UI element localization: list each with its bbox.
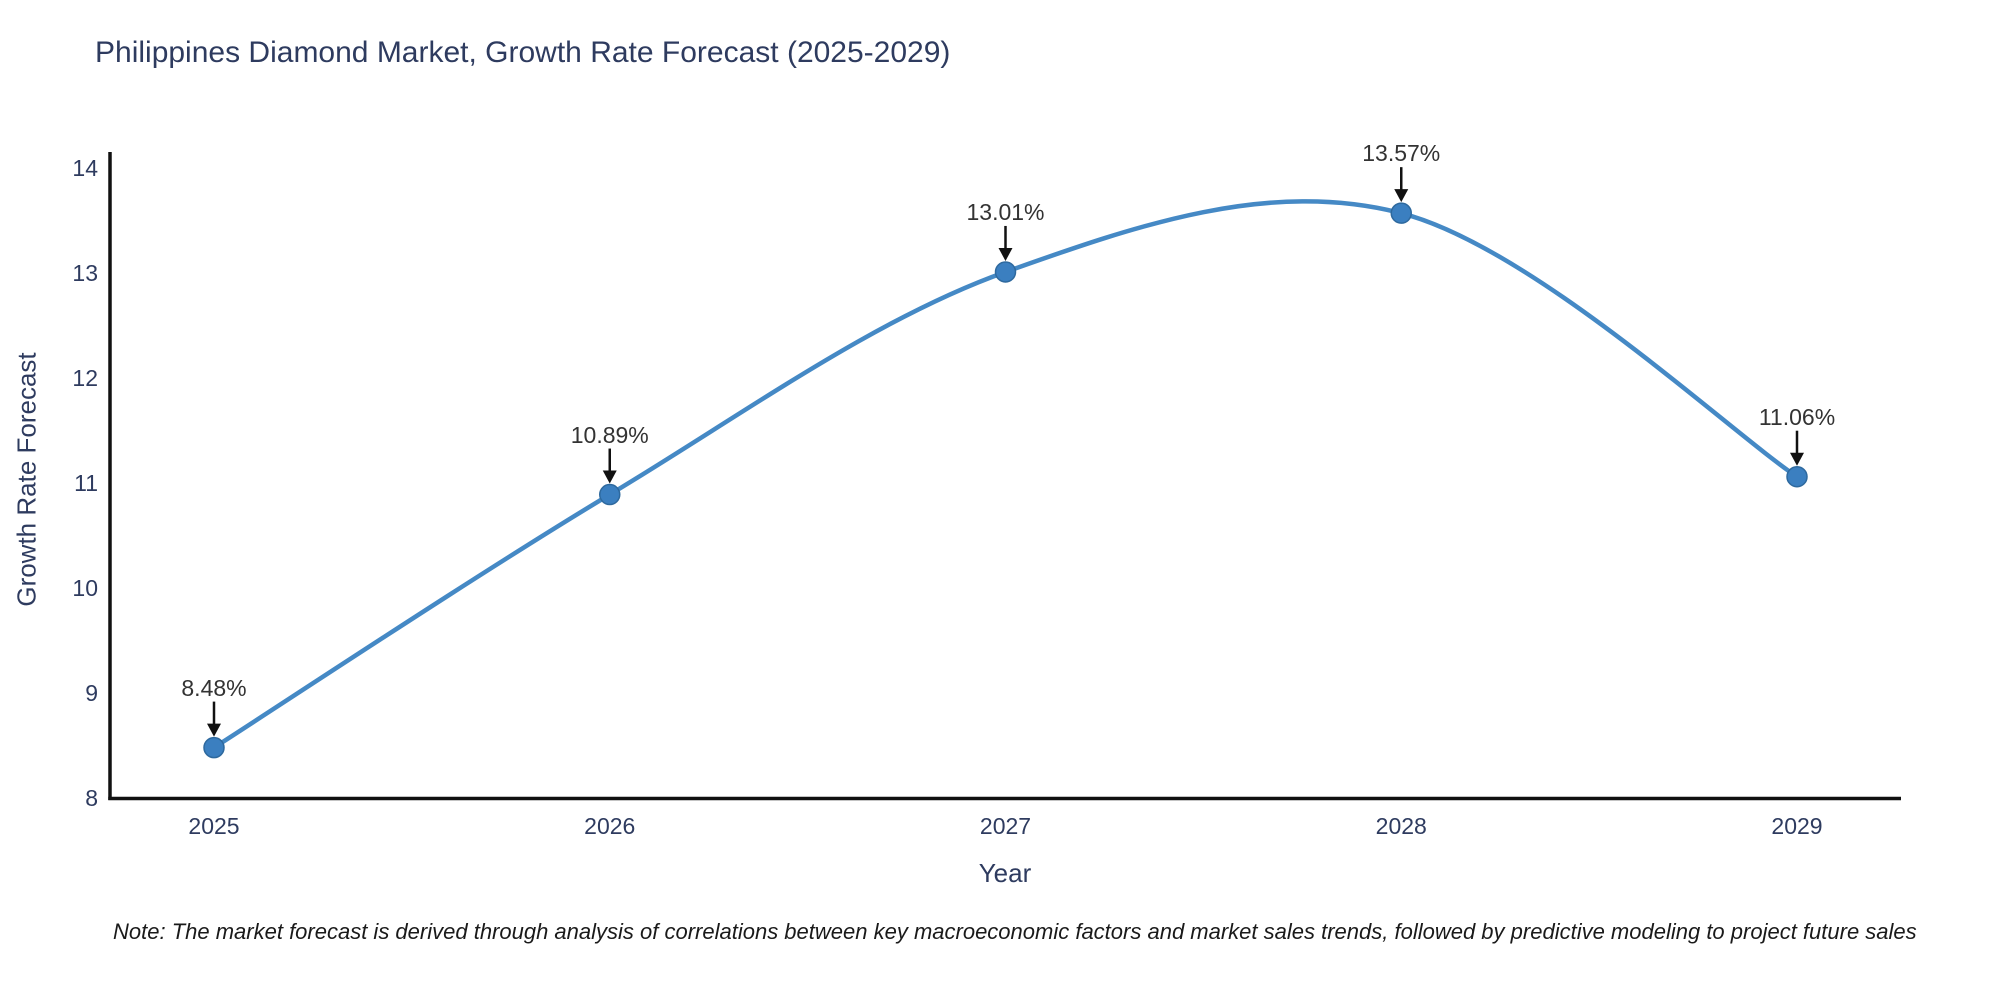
data-point-marker[interactable] [203, 736, 225, 759]
x-tick-label: 2028 [1375, 813, 1427, 839]
y-tick-label: 14 [72, 155, 98, 181]
chart-title: Philippines Diamond Market, Growth Rate … [95, 36, 951, 69]
y-tick-label: 8 [85, 785, 98, 811]
data-label: 8.48% [181, 674, 247, 701]
y-tick-label: 11 [74, 470, 98, 496]
x-tick-label: 2026 [584, 813, 636, 839]
x-tick-label: 2029 [1771, 813, 1823, 839]
data-point-marker[interactable] [1786, 465, 1808, 488]
y-tick-label: 10 [72, 575, 98, 601]
data-label: 13.01% [966, 198, 1045, 225]
data-point-marker[interactable] [1390, 202, 1412, 224]
data-point-marker[interactable] [599, 483, 621, 506]
series-line [211, 199, 1800, 750]
data-point-marker[interactable] [994, 261, 1017, 283]
data-label: 10.89% [570, 421, 649, 448]
footnote: Note: The market forecast is derived thr… [113, 919, 1917, 944]
y-tick-label: 13 [72, 260, 98, 286]
x-axis-title: Year [978, 858, 1032, 888]
x-tick-label: 2027 [979, 813, 1032, 839]
annotation-arrowhead [602, 470, 617, 484]
x-tick-label: 2025 [188, 813, 240, 839]
annotation-arrowhead [1790, 452, 1804, 466]
annotation-arrowhead [207, 723, 221, 737]
annotation-arrowhead [998, 247, 1013, 261]
y-tick-label: 12 [72, 365, 98, 391]
data-label: 13.57% [1362, 140, 1441, 167]
data-label: 11.06% [1758, 403, 1836, 430]
annotation-arrowhead [1394, 189, 1409, 203]
y-tick-label: 9 [85, 680, 98, 706]
